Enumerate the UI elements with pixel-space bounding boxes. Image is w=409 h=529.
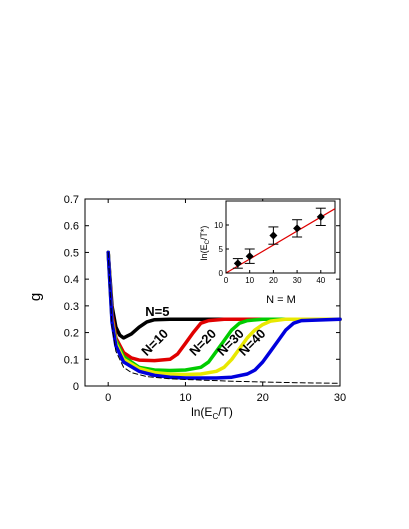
data-point	[233, 259, 242, 268]
main-plot-frame	[84, 198, 341, 387]
data-point	[293, 224, 302, 233]
x-axis-label: ln(EC/T)	[191, 405, 233, 421]
data-point	[316, 212, 325, 221]
x-tick-label: 30	[334, 392, 346, 404]
curve-labels: N=5N=10 N=20N=30N=40	[138, 304, 268, 359]
y-tick-label: 0	[73, 381, 79, 393]
inset-y-tick-label: 5	[219, 245, 224, 254]
data-point	[269, 231, 278, 240]
x-tick-label: 0	[105, 392, 111, 404]
y-axis-label: g	[27, 293, 44, 301]
inset-x-tick-label: 0	[224, 276, 229, 285]
main-x-axis: 0 10 20 30	[105, 199, 346, 404]
inset-points	[232, 207, 326, 269]
y-tick-label: 0.4	[64, 274, 79, 286]
main-y-axis: 0 0.1 0.2 0.3 0.4 0.5 0.6 0.7	[64, 194, 340, 393]
x-tick-label: 10	[179, 392, 191, 404]
inset-chart: 0 5 10 0 10 20 30 40 ln(EC/T*) N = M	[199, 200, 336, 306]
data-point	[245, 252, 254, 261]
main-chart: 00.10.20.30.40.50.60.7 0 10 20 30 N=5N=10 N=…	[27, 194, 346, 421]
inset-x-axis: 0 10 20 30 40	[224, 270, 326, 285]
inset-fit-line-path	[225, 208, 336, 274]
y-tick-label: 0.2	[64, 328, 79, 340]
y-tick-label: 0.6	[64, 221, 79, 233]
series-dashed-line	[107, 251, 341, 384]
inset-x-tick-label: 40	[316, 276, 325, 285]
inset-x-tick-label: 10	[245, 276, 254, 285]
main-series-group	[106, 250, 342, 384]
y-tick-label: 0.5	[64, 247, 79, 259]
x-tick-label: 20	[257, 392, 269, 404]
inset-y-axis-label: ln(EC/T*)	[199, 226, 211, 261]
inset-x-tick-label: 30	[293, 276, 302, 285]
inset-x-axis-label: N = M	[266, 294, 296, 306]
y-tick-label: 0.7	[64, 194, 79, 206]
inset-y-tick-label: 0	[219, 269, 224, 278]
inset-fit-line	[225, 208, 336, 274]
inset-plot-frame	[225, 200, 336, 274]
curve-label: N=10	[138, 326, 171, 359]
inset-y-tick-label: 10	[214, 221, 223, 230]
y-tick-label: 0.3	[64, 301, 79, 313]
y-tick-label: 0.1	[64, 354, 79, 366]
inset-x-tick-label: 20	[269, 276, 278, 285]
curve-label: N=5	[145, 304, 169, 319]
series-line-n-40	[106, 250, 342, 380]
